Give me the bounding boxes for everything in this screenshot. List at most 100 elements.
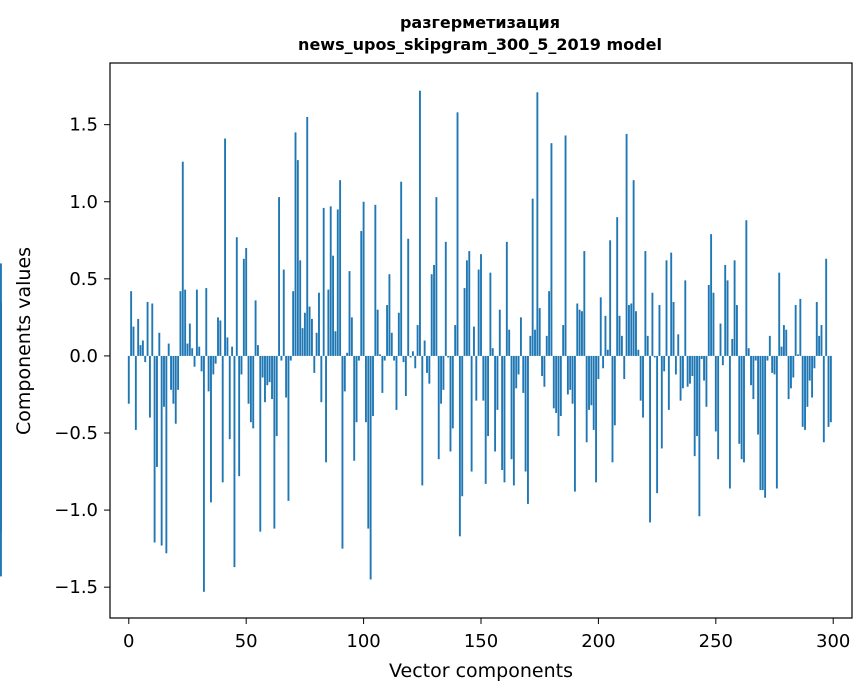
bar [318, 292, 320, 356]
bar [536, 92, 539, 356]
bar [545, 335, 548, 356]
bar [442, 355, 445, 390]
chart-subtitle: news_upos_skipgram_300_5_2019 model [298, 35, 662, 54]
bar [247, 355, 250, 404]
bar [311, 318, 313, 356]
bar [275, 355, 278, 437]
bar [141, 340, 144, 356]
bar [313, 355, 316, 373]
bar [376, 309, 379, 356]
bar [170, 355, 172, 390]
bar [390, 332, 393, 356]
bar [815, 301, 818, 356]
bar [280, 355, 283, 361]
bar [315, 332, 318, 356]
chart-title: разгерметизация [400, 13, 560, 32]
bar [752, 355, 755, 400]
bar [731, 338, 734, 356]
bar [733, 260, 736, 356]
bar [160, 355, 163, 546]
bar [480, 254, 482, 356]
bar [473, 326, 475, 356]
bar [470, 355, 473, 472]
bar [458, 355, 461, 537]
bar [402, 355, 405, 363]
bar [369, 355, 372, 580]
bar [212, 355, 215, 375]
y-axis-ticks: −1.5 −1.0 −0.5 0.0 0.5 1.0 1.5 [54, 115, 110, 598]
bar [249, 355, 252, 423]
bar [825, 258, 828, 356]
bar [635, 311, 637, 356]
bar [686, 355, 689, 387]
bar [421, 355, 424, 486]
bar [327, 289, 330, 356]
bar [573, 355, 576, 492]
bar [379, 354, 381, 356]
bar [498, 309, 501, 356]
bar [332, 255, 335, 356]
bar [400, 181, 403, 356]
bar [808, 355, 811, 381]
bar [259, 355, 262, 532]
bar [717, 355, 720, 460]
bar [794, 305, 797, 356]
bar [200, 355, 203, 372]
bar [714, 355, 717, 432]
bar [188, 323, 191, 356]
bar [346, 352, 349, 356]
bar [672, 301, 675, 356]
bar [613, 355, 616, 426]
bar [637, 349, 640, 356]
y-tick-label: −1.0 [54, 500, 98, 521]
bar [569, 355, 572, 390]
bar [207, 355, 210, 392]
bar [590, 355, 593, 406]
bar [397, 312, 400, 356]
bar [0, 306, 2, 356]
bar [649, 355, 651, 523]
bar [339, 180, 342, 356]
bar [336, 209, 339, 356]
bar [754, 355, 757, 361]
bar [644, 251, 647, 356]
bar [559, 355, 562, 417]
bar [130, 291, 133, 356]
bar [0, 348, 2, 356]
bar [778, 272, 781, 356]
bar [355, 355, 358, 423]
bar [334, 331, 337, 356]
bar [475, 355, 478, 401]
bar [423, 340, 426, 356]
bar [353, 355, 356, 461]
bar [693, 355, 696, 457]
bar [186, 343, 189, 356]
bar [646, 335, 649, 356]
bar [790, 355, 792, 389]
bar [165, 355, 168, 554]
bar [289, 355, 292, 361]
bar [822, 355, 825, 443]
bar [578, 309, 581, 356]
bar [710, 234, 713, 356]
bar [707, 285, 710, 356]
bar [829, 355, 832, 423]
bar [625, 133, 628, 356]
bar [597, 355, 600, 380]
bar [242, 258, 245, 356]
bar [426, 355, 428, 373]
bar [811, 355, 814, 398]
bar [210, 355, 212, 503]
bar [541, 355, 543, 376]
bar [538, 308, 541, 356]
y-tick-label: 0.5 [69, 269, 98, 290]
bar [325, 355, 327, 463]
bar [736, 305, 738, 356]
bar [414, 355, 417, 369]
bar [348, 271, 351, 356]
bar [365, 355, 367, 423]
bar [799, 298, 802, 356]
bar [468, 251, 471, 356]
bar [724, 264, 727, 356]
bar [557, 355, 560, 437]
